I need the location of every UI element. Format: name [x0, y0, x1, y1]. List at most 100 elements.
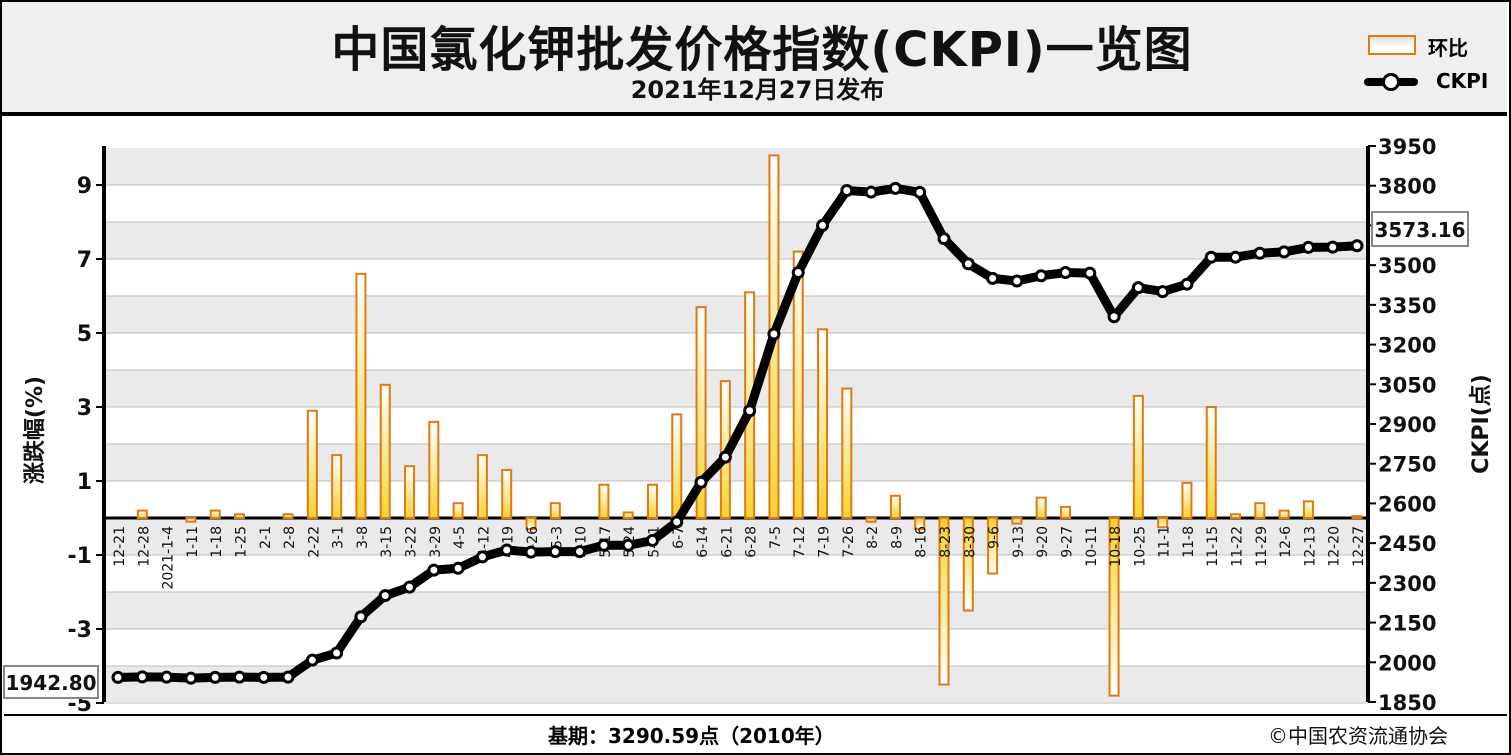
y-right-tick-label: 2300	[1378, 572, 1436, 596]
grid-band	[104, 222, 1368, 259]
x-tick-label: 2-8	[282, 526, 298, 549]
chart-title: 中国氯化钾批发价格指数(CKPI)一览图	[331, 22, 1193, 78]
bar	[379, 383, 391, 519]
x-tick-label: 2021-1-4	[161, 526, 177, 590]
bar	[476, 454, 488, 520]
ckpi-point	[1058, 266, 1072, 280]
bar	[428, 420, 440, 519]
ckpi-point	[330, 646, 344, 660]
ckpi-line	[113, 183, 1362, 683]
x-tick-label: 11-15	[1205, 526, 1221, 567]
ckpi-point	[257, 670, 271, 684]
y-axis-right-label: CKPI(点)	[1468, 374, 1494, 474]
bar	[1254, 502, 1266, 520]
ckpi-point	[1253, 246, 1267, 260]
ckpi-point	[1229, 250, 1243, 264]
grid-bands	[104, 146, 1368, 704]
x-tick-label: 12-13	[1302, 526, 1318, 567]
y-right-tick-label: 2750	[1378, 453, 1436, 477]
ckpi-point	[961, 257, 975, 271]
bar	[404, 465, 416, 520]
x-tick-label: 2-1	[258, 526, 274, 549]
ckpi-point	[1326, 240, 1340, 254]
x-tick-label: 8-30	[962, 526, 978, 558]
bar	[1011, 517, 1023, 525]
ckpi-point	[1277, 245, 1291, 259]
x-tick-label: 11-1	[1157, 526, 1173, 558]
bar	[646, 483, 658, 520]
x-tick-label: 4-12	[476, 526, 492, 558]
ckpi-point	[791, 266, 805, 280]
line-series	[111, 181, 1364, 685]
x-tick-label: 6-21	[719, 526, 735, 558]
bar	[1278, 509, 1290, 520]
bar	[1302, 500, 1314, 520]
ckpi-point	[670, 515, 684, 529]
end-value-label: 3573.16	[1374, 218, 1465, 242]
y-left-tick-label: -1	[68, 544, 92, 569]
end-value-box	[1371, 211, 1469, 247]
y-right-tick-label: 3050	[1378, 373, 1436, 397]
y-left-tick-label: 7	[77, 248, 92, 273]
x-tick-label: 11-8	[1181, 526, 1197, 558]
bar	[1205, 406, 1217, 519]
ckpi-point	[1010, 274, 1024, 288]
x-tick-label: 9-13	[1011, 526, 1027, 558]
x-tick-label: 6-7	[671, 526, 687, 549]
x-tick-label: 9-6	[987, 526, 1003, 549]
y-left-tick-label: 3	[77, 396, 92, 421]
value-callouts: 1942.80 3573.16	[3, 211, 1469, 699]
bar	[452, 502, 464, 520]
ckpi-point	[743, 404, 757, 418]
x-tick-label: 10-25	[1132, 526, 1148, 567]
x-tick-label: 10-11	[1084, 526, 1100, 567]
x-tick-label: 8-23	[938, 526, 954, 558]
y-axis-left-label: 涨跌幅(%)	[23, 376, 48, 484]
ckpi-point	[1204, 250, 1218, 264]
start-value-box	[3, 665, 99, 699]
bar	[1035, 496, 1047, 519]
legend-line-marker	[1382, 73, 1400, 91]
x-tick-label: 1-18	[209, 526, 225, 558]
x-tick-label: 3-1	[331, 526, 347, 549]
bar	[1230, 513, 1242, 519]
bar	[695, 306, 707, 519]
y-right-tick-label: 3200	[1378, 334, 1436, 358]
x-tick-label: 12-27	[1351, 526, 1367, 567]
grid-band	[104, 148, 1368, 185]
y-left-tick-label: 5	[77, 322, 92, 347]
y-right-tick-label: 2900	[1378, 413, 1436, 437]
bar	[355, 272, 367, 519]
y-right-tick-label: 3950	[1378, 135, 1436, 159]
y-tick-labels: 97531-1-3-539503800365035003350320030502…	[68, 135, 1437, 717]
grid-band	[104, 370, 1368, 407]
ckpi-point	[160, 670, 174, 684]
bar	[622, 511, 634, 520]
x-tick-label: 5-3	[549, 526, 565, 549]
ckpi-point	[548, 545, 562, 559]
x-tick-label: 12-28	[136, 526, 152, 567]
grid-band	[104, 666, 1368, 702]
x-tick-label: 6-14	[695, 526, 711, 558]
x-tick-label: 3-22	[404, 526, 420, 558]
ckpi-point	[378, 589, 392, 603]
ckpi-point	[621, 538, 635, 552]
grid-band	[104, 592, 1368, 629]
x-tick-label: 4-5	[452, 526, 468, 549]
ckpi-point	[913, 185, 927, 199]
legend: 环比 CKPI	[1364, 32, 1504, 104]
ckpi-point	[500, 543, 514, 557]
x-tick-label: 1-11	[185, 526, 201, 558]
ckpi-point	[1180, 277, 1194, 291]
legend-line-label: CKPI	[1436, 69, 1489, 93]
x-tick-label: 3-8	[355, 526, 371, 549]
y-left-tick-label: 9	[77, 174, 92, 199]
ckpi-point	[1350, 239, 1364, 253]
x-tick-label: 7-12	[792, 526, 808, 558]
x-tick-label: 1-25	[233, 526, 249, 558]
y-right-tick-label: 2450	[1378, 532, 1436, 556]
bar	[331, 454, 343, 520]
x-tick-label: 9-20	[1035, 526, 1051, 558]
ckpi-point	[840, 183, 854, 197]
legend-item-line: CKPI	[1364, 68, 1504, 104]
